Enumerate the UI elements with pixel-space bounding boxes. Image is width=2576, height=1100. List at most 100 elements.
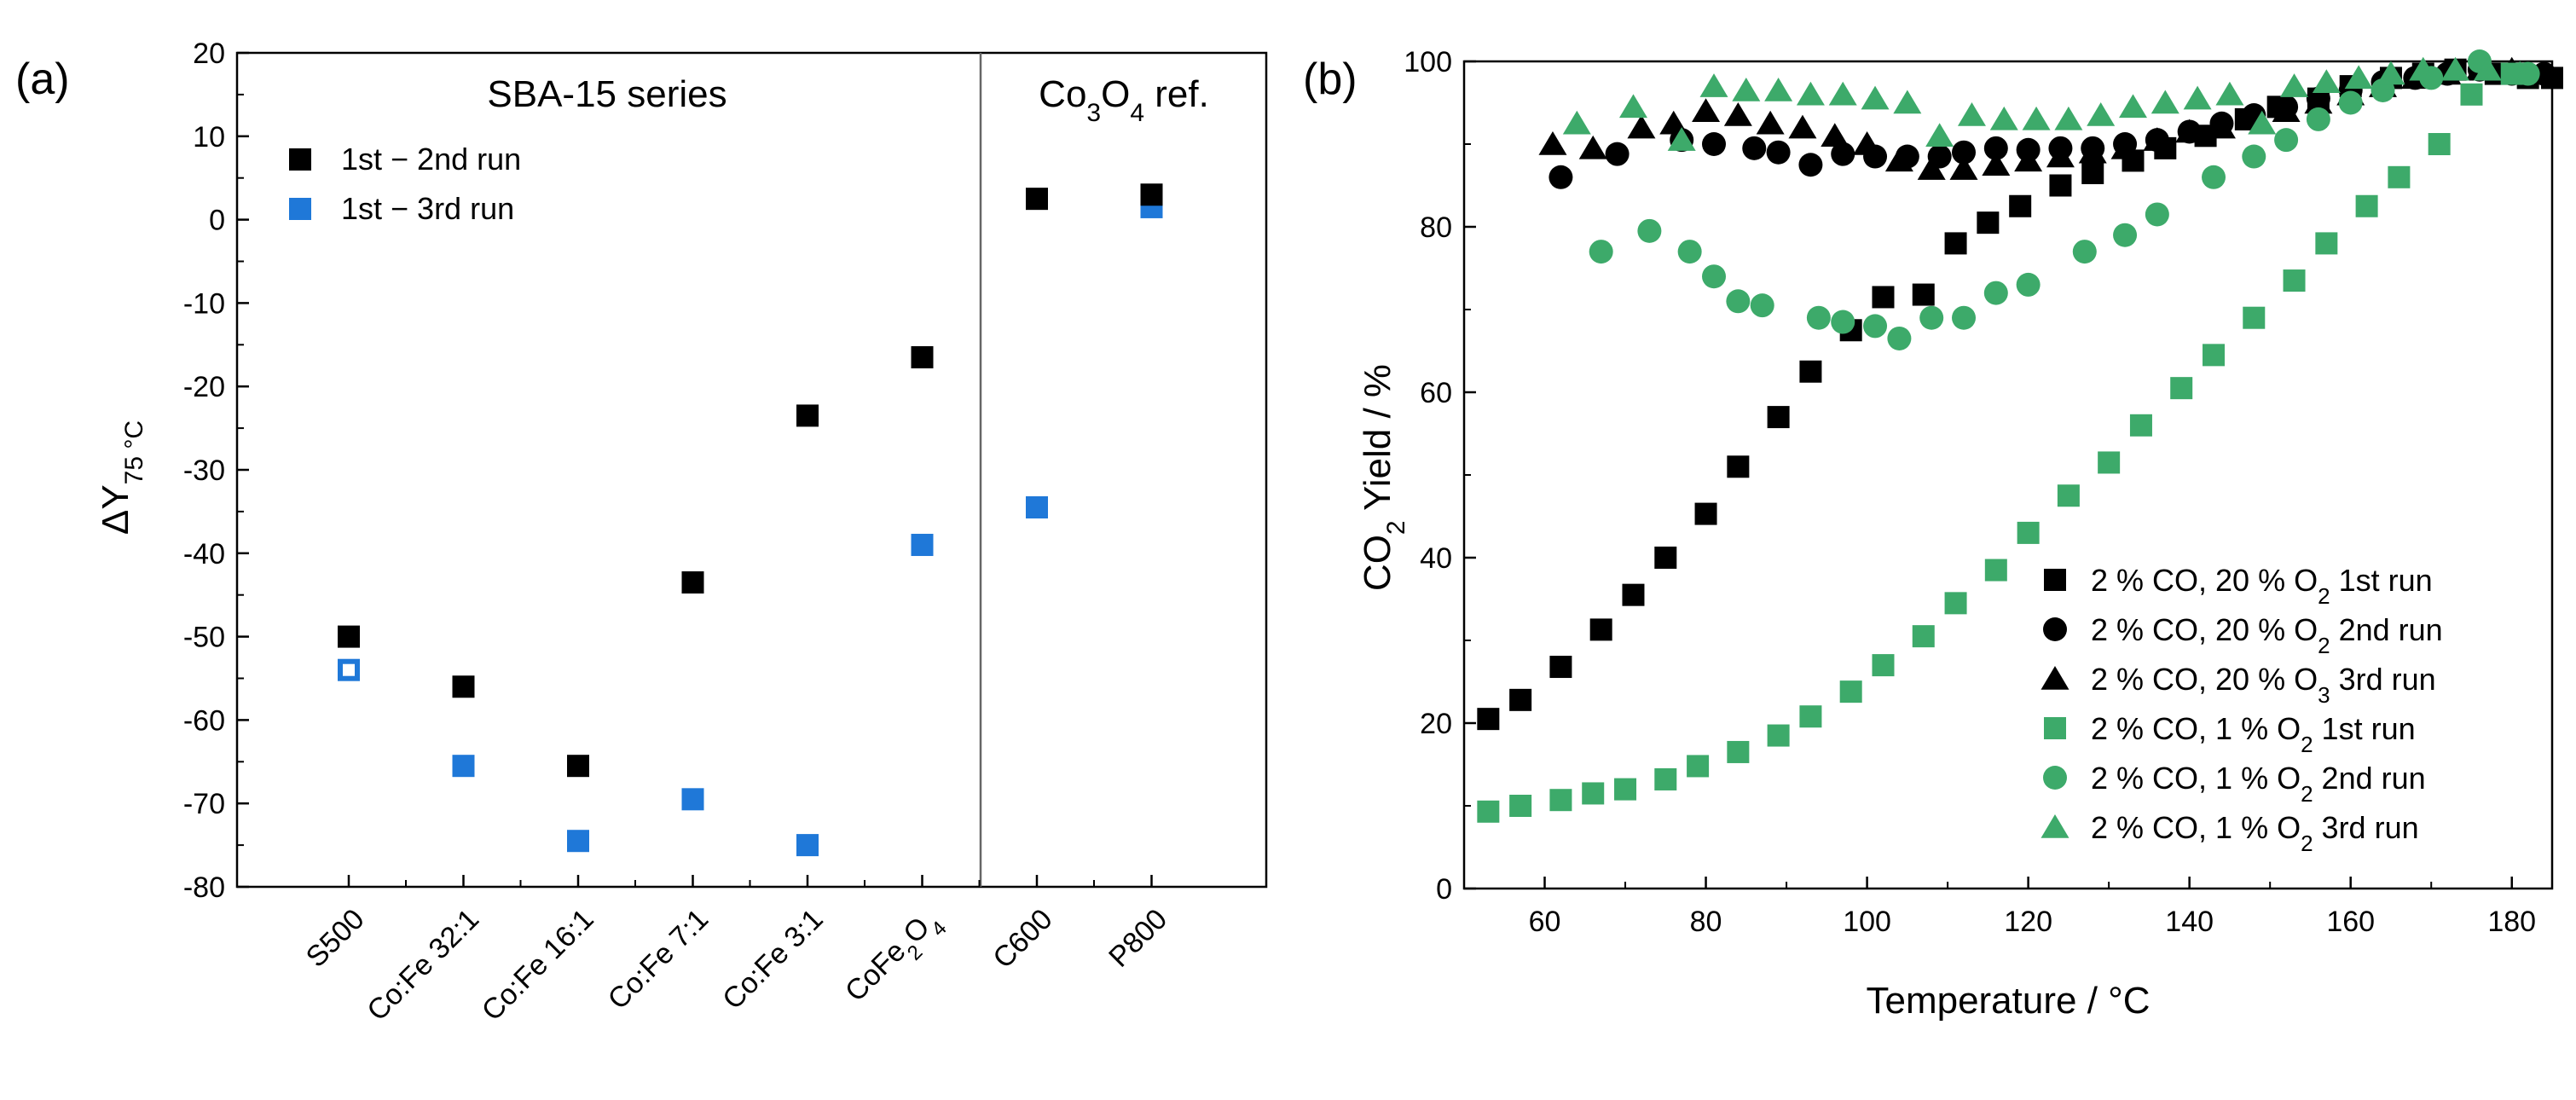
a-point bbox=[452, 675, 475, 698]
b-point bbox=[2312, 69, 2341, 93]
a-ytick-label: -50 bbox=[183, 622, 225, 654]
b-point bbox=[2072, 240, 2097, 264]
b-point bbox=[1562, 110, 1591, 135]
b-point bbox=[1509, 795, 1532, 817]
a-xtick-label: Co:Fe 32:1 bbox=[361, 903, 485, 1028]
a-ytick-label: 10 bbox=[193, 121, 225, 153]
b-point bbox=[2243, 306, 2266, 329]
b-point bbox=[1799, 705, 1822, 728]
b-point bbox=[2280, 73, 2309, 97]
b-legend-label: 2 % CO, 1 % O2 3rd run bbox=[2091, 810, 2419, 856]
b-point bbox=[1944, 592, 1967, 615]
b-point bbox=[1702, 132, 1727, 156]
b-point bbox=[1831, 142, 1855, 166]
b-point bbox=[2143, 127, 2172, 151]
b-xtick-label: 140 bbox=[2165, 906, 2214, 938]
b-point bbox=[1863, 314, 1888, 339]
b-point bbox=[1637, 218, 1662, 243]
b-xtick-label: 120 bbox=[2004, 906, 2052, 938]
b-point bbox=[1912, 283, 1935, 306]
b-point bbox=[2338, 90, 2363, 115]
b-point bbox=[1831, 310, 1855, 334]
a-point-hollow bbox=[338, 658, 360, 681]
b-point bbox=[1788, 114, 1817, 139]
b-point bbox=[2505, 61, 2534, 85]
b-point bbox=[1727, 455, 1750, 478]
a-point bbox=[681, 571, 704, 594]
b-point bbox=[1764, 77, 1793, 101]
b-point bbox=[1614, 778, 1637, 801]
a-ytick-label: -30 bbox=[183, 454, 225, 487]
b-ytick-label: 40 bbox=[1420, 542, 1452, 575]
b-point bbox=[1982, 152, 2011, 176]
b-point bbox=[1723, 102, 1752, 126]
a-point bbox=[1026, 496, 1048, 519]
b-point bbox=[1750, 293, 1774, 318]
b-point bbox=[1589, 240, 1613, 264]
b-point bbox=[1984, 559, 2007, 582]
b-point bbox=[2355, 194, 2378, 217]
a-point bbox=[567, 755, 589, 778]
b-point bbox=[2207, 114, 2236, 139]
b-point bbox=[2170, 377, 2193, 400]
b-point bbox=[2009, 194, 2032, 217]
a-xtick-label: Co:Fe 7:1 bbox=[602, 903, 715, 1016]
b-point bbox=[1983, 136, 2008, 160]
b-legend-marker bbox=[2043, 766, 2067, 790]
a-legend-marker bbox=[289, 198, 311, 220]
b-point bbox=[2315, 232, 2338, 255]
b-ytick-label: 20 bbox=[1420, 708, 1452, 740]
b-point bbox=[1654, 547, 1677, 569]
b-point bbox=[2016, 272, 2041, 297]
b-point bbox=[1798, 153, 1823, 177]
b-point bbox=[1538, 131, 1567, 155]
a-xtick-label: Co:Fe 3:1 bbox=[716, 903, 829, 1016]
a-ytick-label: -60 bbox=[183, 704, 225, 737]
b-point bbox=[2113, 223, 2138, 247]
b-legend-label: 2 % CO, 20 % O3 3rd run bbox=[2091, 662, 2436, 708]
b-legend-label: 2 % CO, 20 % O2 1st run bbox=[2091, 563, 2433, 609]
a-xtick-label: C600 bbox=[987, 903, 1058, 975]
b-point bbox=[2017, 521, 2040, 544]
b-point bbox=[2473, 56, 2502, 81]
b-point bbox=[1767, 724, 1790, 747]
b-xtick-label: 160 bbox=[2326, 906, 2375, 938]
b-point bbox=[2202, 165, 2226, 189]
b-xlabel: Temperature / °C bbox=[1866, 980, 2150, 1022]
b-ytick-label: 60 bbox=[1420, 377, 1452, 409]
b-point bbox=[2272, 98, 2301, 122]
b-legend-marker bbox=[2044, 569, 2066, 591]
a-point bbox=[1026, 188, 1048, 211]
b-point bbox=[1799, 360, 1822, 383]
b-point bbox=[2049, 174, 2072, 197]
b-point bbox=[1622, 583, 1645, 606]
b-legend-label: 2 % CO, 20 % O2 2nd run bbox=[2091, 612, 2443, 658]
b-point bbox=[2203, 344, 2226, 367]
b-legend-marker bbox=[2041, 666, 2069, 690]
b-xtick-label: 180 bbox=[2487, 906, 2536, 938]
b-xtick-label: 80 bbox=[1690, 906, 1722, 938]
b-point bbox=[1925, 123, 1954, 148]
a-legend-label: 1st − 3rd run bbox=[341, 191, 514, 226]
a-ytick-label: -80 bbox=[183, 871, 225, 904]
b-point bbox=[1549, 656, 1572, 679]
b-point bbox=[1861, 85, 1890, 110]
a-point bbox=[338, 625, 360, 648]
b-legend-label: 2 % CO, 1 % O2 1st run bbox=[2091, 711, 2416, 757]
b-point bbox=[1692, 98, 1721, 122]
b-point bbox=[1821, 123, 1850, 148]
b-point bbox=[2428, 133, 2451, 155]
a-xtick-label: CoFe2O4 bbox=[839, 903, 951, 1015]
b-point bbox=[2460, 83, 2483, 106]
b-point bbox=[2376, 61, 2405, 85]
b-legend-label: 2 % CO, 1 % O2 2nd run bbox=[2091, 761, 2426, 807]
b-point bbox=[1659, 110, 1688, 135]
b-point bbox=[2014, 148, 2043, 172]
b-point bbox=[1872, 654, 1895, 677]
b-point bbox=[1654, 767, 1677, 790]
group-label-co3o4: Co3O4 ref. bbox=[1039, 73, 1209, 127]
a-point bbox=[911, 345, 934, 368]
b-point bbox=[1742, 136, 1767, 160]
b-point bbox=[2344, 65, 2373, 90]
b-point bbox=[1796, 81, 1825, 106]
